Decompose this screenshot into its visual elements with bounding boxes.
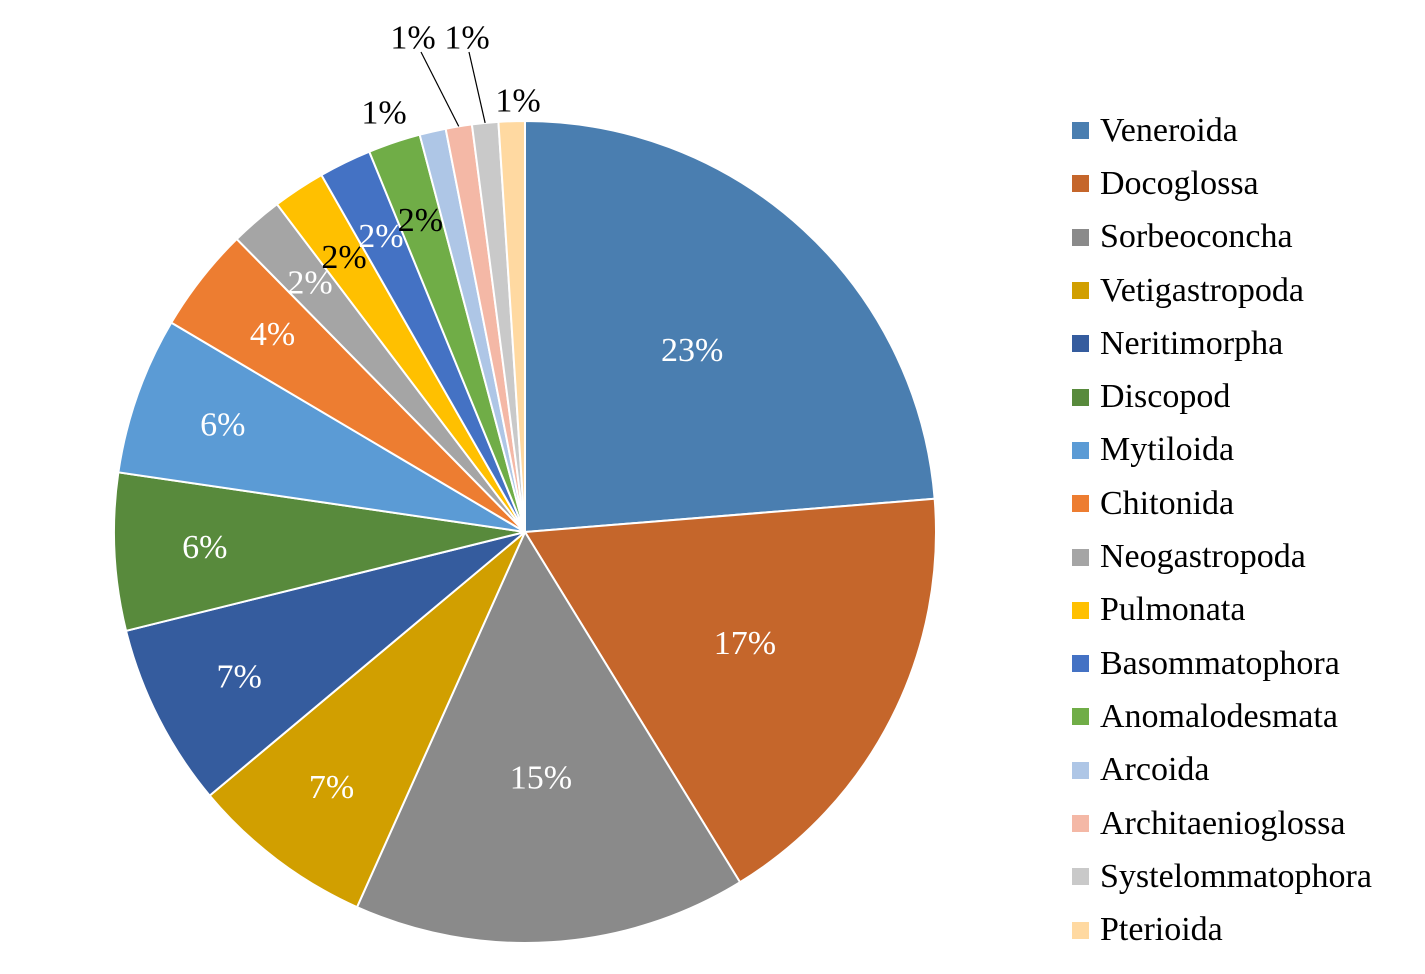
pie-slice-docoglossa	[523, 497, 938, 884]
leader-line-architaenioglossa	[420, 51, 460, 127]
slice-label-pulmonata: 2%	[321, 239, 366, 276]
legend-label: Basommatophora	[1100, 644, 1340, 682]
legend-item-discopod: Discopod	[1072, 370, 1372, 423]
legend-item-basommatophora: Basommatophora	[1072, 637, 1372, 690]
leader-line-systelommatophora	[468, 51, 486, 124]
pie-slice-discopod	[113, 471, 526, 633]
legend-item-sorbeoconcha: Sorbeoconcha	[1072, 211, 1372, 264]
legend-swatch	[1072, 655, 1089, 673]
legend-item-arcoida: Arcoida	[1072, 744, 1372, 797]
legend-label: Architaenioglossa	[1100, 804, 1346, 842]
legend-swatch	[1072, 761, 1089, 779]
slice-label-neritimorpha: 7%	[216, 659, 261, 696]
legend-label: Pterioida	[1100, 911, 1223, 949]
legend-item-pterioida: Pterioida	[1072, 903, 1372, 956]
slice-label-mytiloida: 6%	[200, 407, 245, 444]
legend-label: Pulmonata	[1100, 591, 1246, 629]
slice-label-chitonida: 4%	[250, 316, 295, 353]
legend-label: Neritimorpha	[1100, 324, 1284, 362]
legend: Veneroida Docoglossa Sorbeoconcha Vetigastr…	[1072, 104, 1372, 957]
legend-item-pulmonata: Pulmonata	[1072, 584, 1372, 637]
legend-label: Arcoida	[1100, 751, 1210, 789]
slice-label-architaenioglossa: 1%	[390, 20, 435, 57]
legend-swatch	[1072, 282, 1089, 300]
legend-item-neritimorpha: Neritimorpha	[1072, 317, 1372, 370]
slice-label-arcoida: 1%	[361, 95, 406, 132]
pie-slice-vetigastropoda	[208, 531, 526, 909]
leader-lines	[420, 51, 486, 127]
pie-slices	[113, 119, 938, 944]
pie-slice-mytiloida	[117, 321, 526, 533]
legend-item-neogastropoda: Neogastropoda	[1072, 530, 1372, 583]
legend-swatch	[1072, 708, 1089, 726]
legend-item-architaenioglossa: Architaenioglossa	[1072, 797, 1372, 850]
slice-label-vetigastropoda: 7%	[309, 769, 354, 806]
legend-swatch	[1072, 495, 1089, 513]
slice-label-discopod: 6%	[182, 529, 227, 566]
legend-item-systelommatophora: Systelommatophora	[1072, 850, 1372, 903]
legend-label: Neogastropoda	[1100, 538, 1306, 576]
legend-swatch	[1072, 175, 1089, 193]
slice-labels: 23%17%15%7%7%6%6%4%2%2%2%2%1%1% 1%1%	[182, 20, 776, 807]
slice-label-anomalodesmata: 2%	[398, 202, 443, 239]
slice-label-systelommatophora: 1%	[444, 20, 489, 57]
legend-label: Mytiloida	[1100, 431, 1235, 469]
legend-label: Anomalodesmata	[1100, 697, 1338, 735]
legend-swatch	[1072, 228, 1089, 246]
legend-swatch	[1072, 868, 1089, 886]
legend-swatch	[1072, 122, 1089, 140]
slice-label-docoglossa: 17%	[714, 625, 776, 662]
legend-swatch	[1072, 388, 1089, 406]
legend-swatch	[1072, 921, 1089, 939]
legend-label: Discopod	[1100, 378, 1231, 416]
slice-label-pterioida: 1%	[495, 83, 540, 120]
legend-swatch	[1072, 815, 1089, 832]
pie-slice-pterioida	[497, 119, 526, 533]
slice-label-basommatophora: 2%	[358, 218, 403, 255]
legend-swatch	[1072, 548, 1089, 566]
legend-item-mytiloida: Mytiloida	[1072, 424, 1372, 477]
slice-label-neogastropoda: 2%	[287, 265, 332, 302]
pie-slice-veneroida	[524, 119, 936, 534]
pie-slice-neritimorpha	[124, 531, 526, 798]
pie-slice-sorbeoconcha	[355, 529, 742, 944]
legend-swatch	[1072, 601, 1089, 619]
legend-label: Docoglossa	[1100, 164, 1259, 202]
legend-label: Veneroida	[1100, 111, 1238, 149]
legend-swatch	[1072, 441, 1089, 459]
legend-label: Systelommatophora	[1100, 857, 1372, 895]
slice-label-sorbeoconcha: 15%	[510, 760, 572, 797]
slice-label-veneroida: 23%	[661, 332, 723, 369]
legend-item-chitonida: Chitonida	[1072, 477, 1372, 530]
legend-item-vetigastropoda: Vetigastropoda	[1072, 264, 1372, 317]
legend-item-veneroida: Veneroida	[1072, 104, 1372, 157]
legend-item-docoglossa: Docoglossa	[1072, 157, 1372, 210]
legend-label: Chitonida	[1100, 484, 1235, 522]
legend-label: Sorbeoconcha	[1100, 218, 1293, 256]
legend-swatch	[1072, 335, 1089, 353]
legend-label: Vetigastropoda	[1100, 271, 1304, 309]
legend-item-anomalodesmata: Anomalodesmata	[1072, 690, 1372, 743]
